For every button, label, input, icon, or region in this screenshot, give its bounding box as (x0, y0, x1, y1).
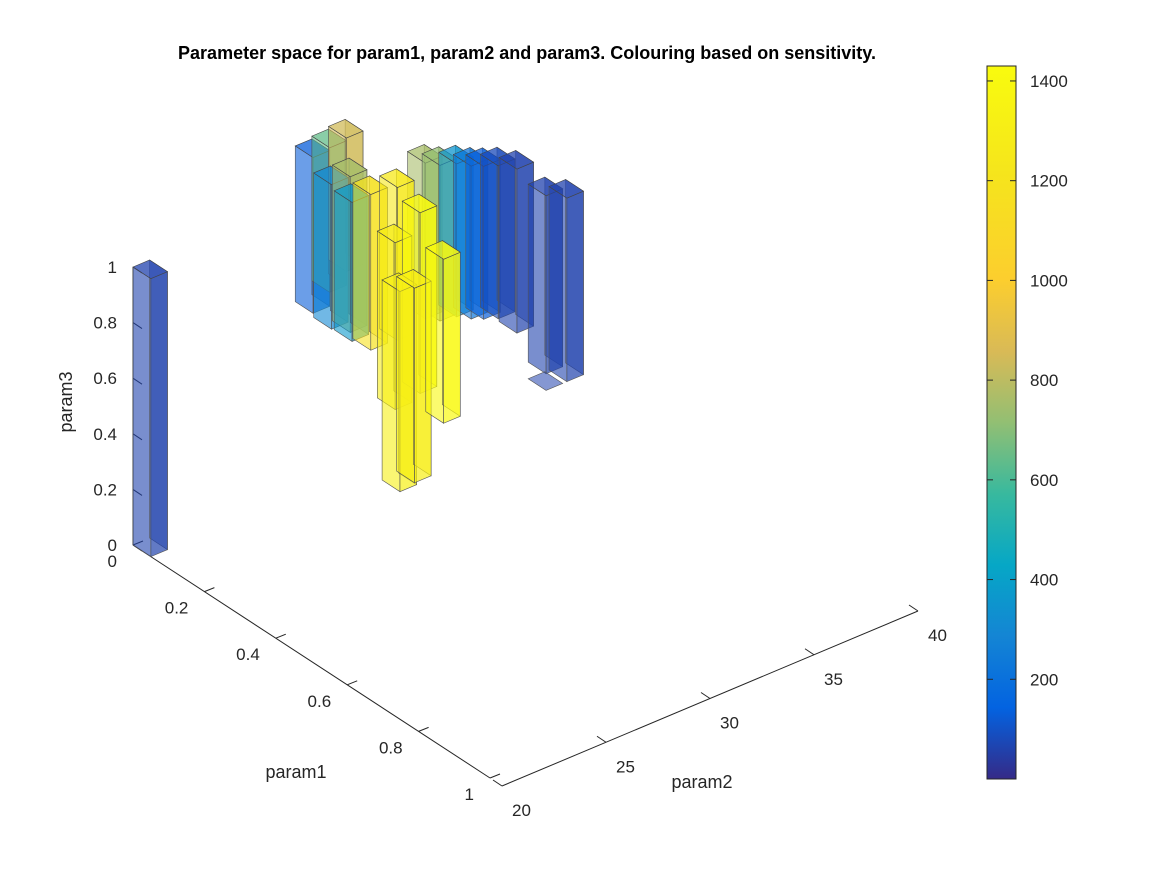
colorbar-tick-label: 600 (1030, 471, 1058, 490)
bar-top (548, 179, 585, 199)
param1-tick-mark (347, 680, 358, 686)
param3-tick-label: 0.2 (93, 480, 117, 499)
param3-tick-label: 0.4 (93, 425, 117, 444)
axis-label-param1: param1 (265, 762, 326, 782)
chart-title: Parameter space for param1, param2 and p… (178, 43, 876, 63)
colorbar-gradient (986, 65, 1017, 780)
param3-tick-label: 0.6 (93, 369, 117, 388)
bar-face (313, 172, 332, 330)
colorbar-tick-label: 200 (1030, 670, 1058, 689)
bar-face (333, 190, 353, 342)
param2-tick-label: 25 (616, 757, 635, 776)
param1-tick-label: 0.4 (236, 645, 260, 664)
param1-tick-label: 0 (108, 552, 117, 571)
colorbar-ticks: 200 400 600 800 1000 1200 1400 (987, 72, 1068, 689)
colorbar-tick-label: 1400 (1030, 72, 1068, 91)
bar (548, 178, 585, 383)
param3-tick-label: 0.8 (93, 314, 117, 333)
bar-face (150, 271, 168, 558)
param2-tick-mark (492, 779, 503, 787)
bar-face (443, 251, 461, 424)
bar-face (498, 156, 518, 334)
param2-tick-mark (908, 604, 919, 612)
bar (425, 240, 461, 424)
bar-face (396, 275, 415, 484)
param3-tick-label: 0 (108, 536, 117, 555)
param1-tick-label: 1 (465, 785, 474, 804)
param1-tick-mark (489, 773, 501, 779)
param1-tick-label: 0.8 (379, 738, 403, 757)
colorbar-tick-label: 1200 (1030, 172, 1068, 191)
param1-tick-label: 0.6 (308, 692, 332, 711)
param2-tick-label: 20 (512, 801, 531, 820)
bar-top (327, 119, 364, 139)
axes-group: 0 0.2 0.4 0.6 0.8 1 0 0.2 0.4 0.6 0.8 1 20 25 30 35 40 (93, 258, 947, 820)
colorbar-tick-label: 1000 (1030, 271, 1068, 290)
bars-group (132, 118, 585, 558)
param1-tick-mark (418, 726, 429, 732)
bar-top (498, 150, 535, 170)
bar-face (352, 182, 372, 351)
param2-tick-label: 35 (824, 670, 843, 689)
bar-face (480, 153, 499, 320)
param1-axis-line (132, 544, 491, 779)
bar-face (548, 185, 568, 383)
param1-tick-label: 0.2 (165, 599, 189, 618)
bar-top (425, 240, 461, 260)
bar-face (294, 145, 314, 314)
bar-face (425, 247, 444, 424)
colorbar-tick-label: 400 (1030, 571, 1058, 590)
axis-label-param3: param3 (56, 371, 76, 432)
param2-tick-mark (804, 648, 815, 656)
bar-top (379, 168, 415, 188)
bar-top (401, 193, 438, 214)
param1-tick-mark (275, 633, 286, 639)
colorbar-tick-label: 800 (1030, 371, 1058, 390)
bar (132, 259, 169, 558)
param1-tick-mark (204, 587, 215, 593)
axis-label-param2: param2 (671, 772, 732, 792)
colorbar: 200 400 600 800 1000 1200 1400 (986, 65, 1068, 780)
param2-tick-label: 30 (720, 714, 739, 733)
param3-tick-label: 1 (108, 258, 117, 277)
bar (527, 371, 564, 391)
param2-tick-label: 40 (928, 626, 947, 645)
bar-top (132, 259, 169, 279)
bar-face (527, 183, 547, 375)
bar-base (527, 371, 564, 391)
bar-top (331, 157, 368, 178)
bar-face (132, 266, 152, 558)
bar-face (566, 190, 584, 383)
param2-tick-mark (700, 692, 711, 699)
param2-tick-mark (596, 735, 607, 743)
